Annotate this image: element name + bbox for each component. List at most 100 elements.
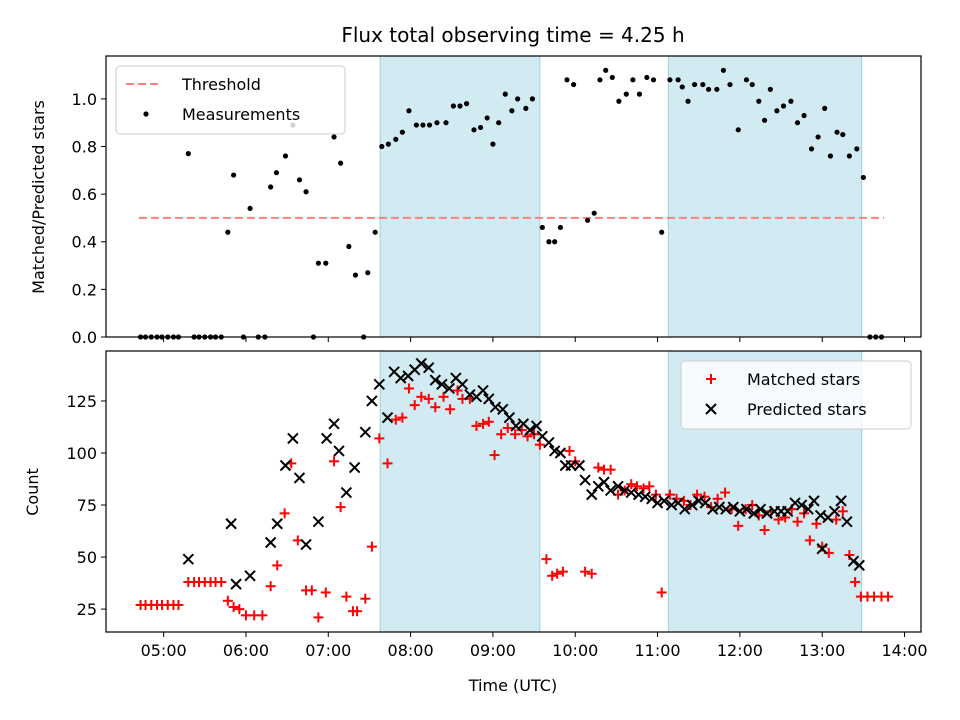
data-point bbox=[534, 439, 545, 450]
data-point bbox=[477, 124, 484, 131]
data-point bbox=[834, 129, 840, 135]
x-axis-label: Time (UTC) bbox=[468, 676, 557, 695]
data-point bbox=[828, 505, 841, 517]
data-point bbox=[216, 577, 227, 588]
legend-label: Threshold bbox=[181, 75, 261, 94]
data-point bbox=[700, 81, 706, 88]
data-point bbox=[564, 445, 575, 456]
bottom-y-tick-label: 75 bbox=[77, 496, 97, 515]
data-point-b bbox=[483, 393, 495, 405]
data-point bbox=[539, 224, 545, 231]
data-point bbox=[456, 378, 469, 391]
data-point bbox=[801, 112, 807, 119]
data-point bbox=[706, 86, 712, 92]
data-point bbox=[626, 479, 637, 490]
legend-swatch bbox=[143, 111, 149, 117]
data-point bbox=[605, 464, 616, 475]
data-point bbox=[714, 86, 720, 92]
data-point bbox=[623, 91, 629, 97]
bottom-axes-frame bbox=[105, 350, 922, 633]
data-point-b bbox=[312, 515, 325, 528]
data-point-b bbox=[720, 503, 732, 515]
data-point bbox=[808, 495, 820, 507]
data-point bbox=[804, 535, 815, 546]
data-point-b bbox=[503, 411, 516, 424]
data-point-b bbox=[543, 436, 555, 449]
data-point bbox=[664, 489, 675, 500]
data-point-b bbox=[795, 499, 808, 511]
data-point bbox=[335, 502, 346, 513]
data-point-b bbox=[618, 484, 631, 497]
data-point bbox=[727, 501, 740, 513]
data-point bbox=[381, 411, 394, 424]
data-point bbox=[173, 599, 184, 610]
data-point bbox=[530, 420, 543, 432]
bottom-y-tick-label: 125 bbox=[66, 392, 97, 411]
data-point bbox=[244, 570, 256, 582]
data-point bbox=[366, 541, 377, 552]
data-point-b bbox=[658, 495, 670, 507]
data-point bbox=[693, 495, 705, 507]
data-point bbox=[597, 77, 603, 83]
data-point bbox=[365, 270, 371, 276]
legend-swatch-b bbox=[705, 403, 717, 415]
top-panel: 0.0 0.2 0.4 0.6 0.8 1.0 Threshold Measurements bbox=[72, 55, 922, 347]
data-point bbox=[565, 459, 577, 472]
data-point bbox=[659, 229, 665, 235]
data-point-b bbox=[604, 484, 617, 497]
data-point bbox=[665, 499, 678, 511]
data-point bbox=[749, 81, 755, 88]
top-y-tick-label: 0.0 bbox=[72, 328, 97, 347]
data-point bbox=[651, 497, 664, 509]
data-point bbox=[341, 591, 352, 602]
top-y-tick-label: 0.2 bbox=[72, 280, 97, 299]
data-point bbox=[352, 606, 363, 617]
data-point-b bbox=[450, 372, 462, 384]
data-point bbox=[529, 96, 536, 102]
data-point bbox=[592, 480, 605, 493]
data-point bbox=[616, 98, 622, 104]
x-tick-label: 07:00 bbox=[305, 641, 351, 660]
data-point-b bbox=[436, 378, 448, 391]
data-point-b bbox=[429, 374, 442, 386]
data-point bbox=[795, 499, 808, 511]
data-point bbox=[313, 612, 324, 623]
data-point bbox=[524, 424, 536, 436]
data-point bbox=[720, 67, 727, 73]
data-point bbox=[279, 459, 292, 472]
data-point bbox=[774, 108, 780, 114]
data-point-b bbox=[381, 411, 394, 424]
data-point bbox=[348, 461, 361, 474]
x-tick-label: 06:00 bbox=[223, 641, 269, 660]
data-point bbox=[720, 487, 731, 498]
data-point bbox=[593, 462, 604, 473]
data-point bbox=[502, 423, 513, 434]
data-point bbox=[692, 81, 698, 88]
bottom-legend: Matched stars Predicted stars bbox=[680, 360, 912, 430]
data-point bbox=[847, 555, 860, 567]
data-point bbox=[841, 515, 853, 528]
data-point-b bbox=[665, 499, 678, 511]
data-point bbox=[426, 122, 433, 128]
data-point bbox=[547, 570, 558, 581]
bottom-y-tick-label: 50 bbox=[77, 548, 97, 567]
x-tick-label: 13:00 bbox=[799, 641, 845, 660]
data-point-b bbox=[524, 424, 536, 436]
data-point bbox=[346, 243, 352, 250]
data-point-b bbox=[293, 472, 306, 484]
data-point-b bbox=[632, 488, 645, 501]
data-point bbox=[733, 520, 744, 531]
data-point bbox=[552, 239, 558, 245]
data-point bbox=[644, 481, 655, 492]
x-tick-label: 09:00 bbox=[470, 641, 516, 660]
data-point bbox=[604, 484, 617, 497]
data-point bbox=[306, 585, 317, 596]
data-point bbox=[552, 568, 563, 579]
data-point bbox=[471, 127, 477, 133]
legend-swatch bbox=[706, 374, 716, 384]
top-chart-title: Flux total observing time = 4.25 h bbox=[341, 23, 684, 47]
data-point bbox=[272, 560, 283, 571]
data-point bbox=[409, 400, 420, 411]
data-point bbox=[554, 447, 567, 459]
data-point bbox=[860, 174, 866, 181]
